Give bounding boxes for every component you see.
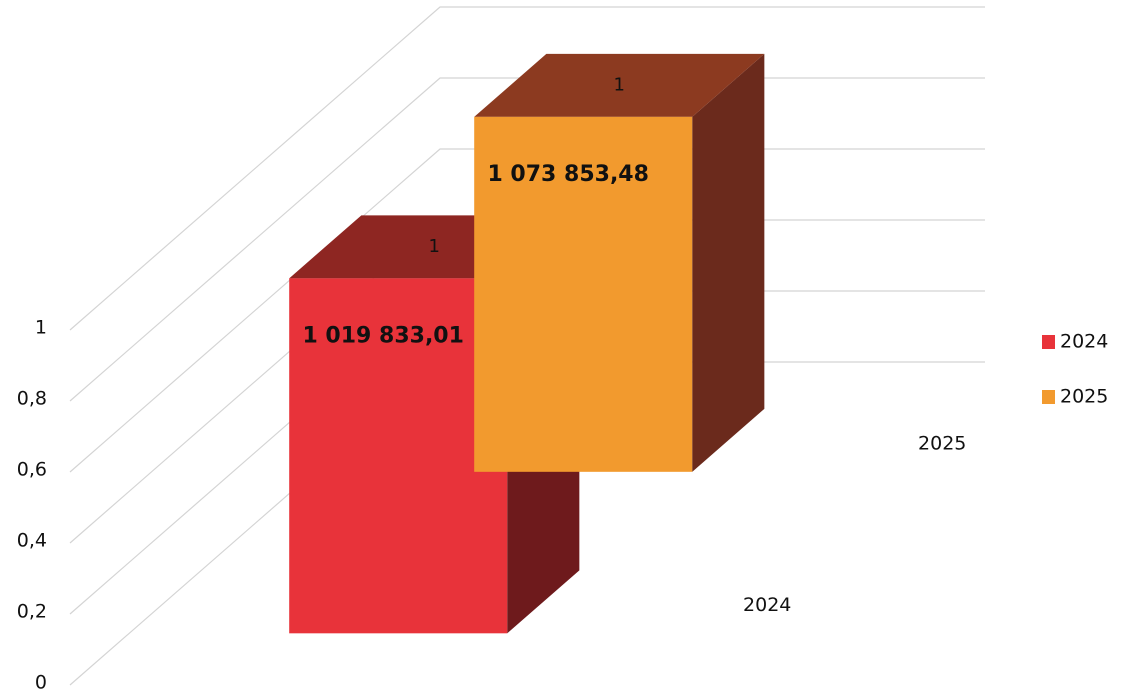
- bar-value-label: 1 019 833,01: [302, 323, 463, 348]
- legend-label: 2024: [1060, 331, 1108, 353]
- bar: [289, 278, 508, 634]
- bar-top-label: 1: [614, 74, 625, 95]
- depth-label: 2025: [918, 432, 966, 454]
- legend-swatch: [1042, 335, 1055, 349]
- bar-top-label: 1: [429, 236, 440, 257]
- grid-line: [69, 77, 985, 402]
- legend-label: 2025: [1060, 386, 1108, 408]
- depth-label: 2024: [743, 594, 791, 616]
- bar-value-label: 1 073 853,48: [487, 162, 648, 187]
- bar-side: [692, 53, 765, 472]
- y-tick-label: 1: [35, 317, 47, 339]
- bar: [474, 116, 693, 472]
- y-tick-label: 0,8: [17, 388, 47, 410]
- grid-line: [69, 148, 985, 473]
- y-tick-label: 0,2: [17, 601, 47, 623]
- y-tick-label: 0,6: [17, 459, 47, 481]
- bar-top: [474, 53, 765, 117]
- y-tick-label: 0,4: [17, 530, 47, 552]
- y-tick-label: 0: [35, 672, 47, 694]
- grid-line: [69, 6, 985, 331]
- legend-swatch: [1042, 390, 1055, 404]
